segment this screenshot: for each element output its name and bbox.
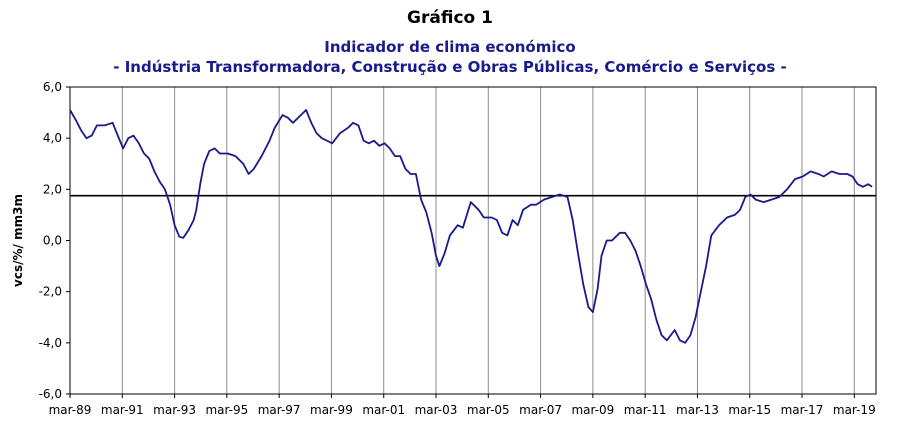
- y-tick-label: -2,0: [39, 285, 62, 299]
- chart-subtitle: Indicador de clima económico: [324, 38, 576, 56]
- vertical-gridlines: [66, 86, 855, 398]
- x-tick-label: mar-89: [49, 403, 92, 417]
- series-line: [69, 109, 873, 344]
- y-tick-label: -6,0: [39, 387, 62, 401]
- series-group: [69, 109, 873, 344]
- y-tick-label: 2,0: [43, 182, 62, 196]
- y-tick-label: 6,0: [43, 80, 62, 94]
- x-tick-label: mar-95: [205, 403, 248, 417]
- x-tick-label: mar-13: [676, 403, 719, 417]
- x-tick-label: mar-97: [258, 403, 301, 417]
- y-tick-label: 4,0: [43, 131, 62, 145]
- x-tick-label: mar-93: [153, 403, 196, 417]
- x-tick-label: mar-17: [781, 403, 824, 417]
- x-tick-label: mar-15: [728, 403, 771, 417]
- x-axis-tick-labels: mar-89 mar-91 mar-93 mar-95 mar-97 mar-99 mar-…: [49, 403, 876, 417]
- x-tick-label: mar-11: [624, 403, 667, 417]
- y-axis-title: vcs/%/ mm3m: [11, 194, 25, 287]
- plot-area-frame: [69, 86, 877, 395]
- x-tick-label: mar-99: [310, 403, 353, 417]
- x-tick-label: mar-05: [467, 403, 510, 417]
- x-tick-label: mar-03: [415, 403, 458, 417]
- y-tick-label: 0,0: [43, 234, 62, 248]
- y-tick-label: -4,0: [39, 336, 62, 350]
- x-tick-label: mar-09: [571, 403, 614, 417]
- y-axis-tick-labels: 6,0 4,0 2,0 0,0 -2,0 -4,0 -6,0: [39, 80, 62, 401]
- chart-title: Gráfico 1: [407, 8, 493, 28]
- chart-subtitle-sectors: - Indústria Transformadora, Construção e…: [113, 58, 787, 76]
- x-tick-label: mar-91: [101, 403, 144, 417]
- x-tick-label: mar-01: [362, 403, 405, 417]
- x-tick-label: mar-19: [833, 403, 876, 417]
- x-tick-label: mar-07: [519, 403, 562, 417]
